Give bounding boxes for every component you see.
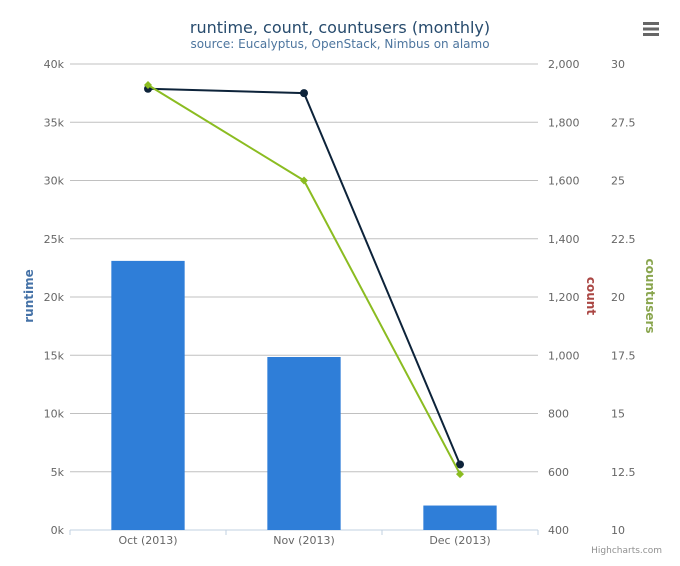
tick-label-runtime: 10k <box>44 408 65 421</box>
tick-label-runtime: 0k <box>51 524 65 537</box>
marker-count <box>300 89 308 98</box>
tick-label-runtime: 40k <box>44 58 65 71</box>
bar-runtime <box>267 356 341 530</box>
marker-countusers <box>144 80 152 89</box>
axis-title-count: count <box>584 277 598 315</box>
bar-runtime <box>423 505 497 530</box>
x-category-label: Dec (2013) <box>429 534 490 547</box>
x-category-label: Oct (2013) <box>118 534 177 547</box>
tick-label-count: 2,000 <box>548 58 580 71</box>
line-series <box>144 80 464 479</box>
tick-label-runtime: 5k <box>51 466 65 479</box>
marker-count <box>456 460 464 469</box>
x-category-label: Nov (2013) <box>273 534 335 547</box>
tick-label-runtime: 20k <box>44 291 65 304</box>
tick-label-runtime: 30k <box>44 175 65 188</box>
tick-label-count: 1,800 <box>548 116 580 129</box>
tick-label-count: 800 <box>548 408 569 421</box>
chart-title: runtime, count, countusers (monthly) <box>190 18 490 37</box>
tick-label-countusers: 20 <box>611 291 625 304</box>
tick-label-count: 1,200 <box>548 291 580 304</box>
tick-label-countusers: 27.5 <box>611 116 636 129</box>
tick-label-countusers: 12.5 <box>611 466 636 479</box>
tick-label-count: 1,600 <box>548 175 580 188</box>
tick-label-count: 400 <box>548 524 569 537</box>
tick-label-runtime: 35k <box>44 116 65 129</box>
tick-label-countusers: 25 <box>611 175 625 188</box>
hamburger-menu-icon[interactable] <box>640 18 662 40</box>
marker-countusers <box>456 470 464 479</box>
axes: 0k 5k 10k 15k 20k 25k 30k 35k 40k 400 600 800 1,000 1… <box>44 58 636 547</box>
tick-label-countusers: 22.5 <box>611 233 636 246</box>
tick-label-countusers: 10 <box>611 524 625 537</box>
tick-label-runtime: 25k <box>44 233 65 246</box>
credits-link[interactable]: Highcharts.com <box>591 546 662 556</box>
axis-title-countusers: countusers <box>643 258 657 333</box>
tick-label-countusers: 30 <box>611 58 625 71</box>
marker-countusers <box>300 176 308 185</box>
bar-series <box>111 260 497 530</box>
tick-label-count: 600 <box>548 466 569 479</box>
tick-label-count: 1,000 <box>548 349 580 362</box>
bar-runtime <box>111 260 185 530</box>
axis-title-runtime: runtime <box>22 269 36 323</box>
tick-label-countusers: 17.5 <box>611 349 636 362</box>
tick-label-count: 1,400 <box>548 233 580 246</box>
tick-label-countusers: 15 <box>611 408 625 421</box>
chart-subtitle: source: Eucalyptus, OpenStack, Nimbus on… <box>190 37 489 51</box>
tick-label-runtime: 15k <box>44 349 65 362</box>
